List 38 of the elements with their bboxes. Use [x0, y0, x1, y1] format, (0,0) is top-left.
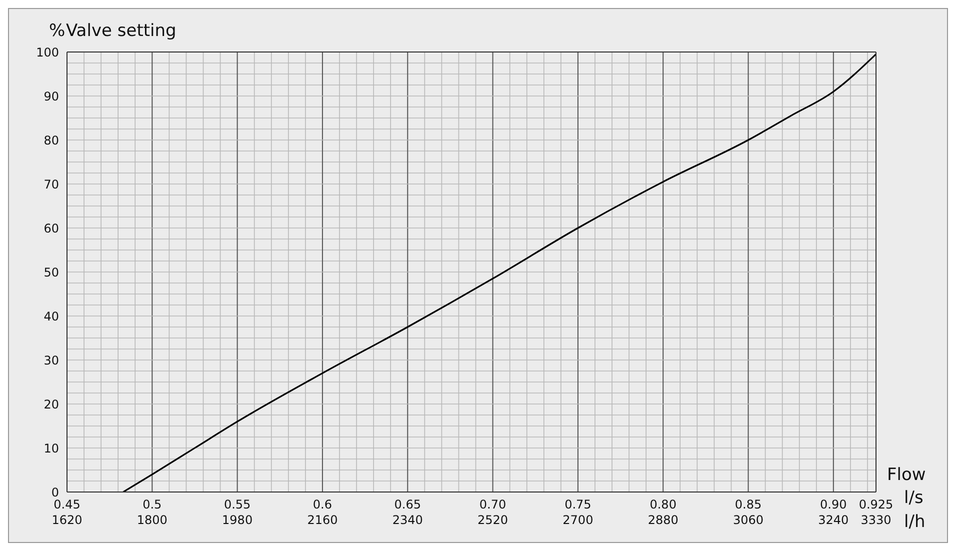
- x-tick-label: 0.70: [479, 498, 506, 512]
- x2-tick-label: 1800: [136, 513, 168, 527]
- y-tick-label: 50: [44, 265, 59, 280]
- x-tick-label: 0.85: [734, 498, 762, 512]
- x2-tick-label: 1620: [52, 513, 82, 527]
- x-tick-label: 0.75: [564, 498, 592, 512]
- x2-tick-label: 2520: [478, 513, 508, 527]
- y-tick-label: 40: [44, 309, 59, 324]
- y-tick-label: 10: [44, 441, 59, 456]
- y-tick-label: 0: [51, 485, 59, 500]
- x2-tick-label: 3330: [860, 513, 892, 527]
- y-tick-label: 30: [44, 353, 59, 368]
- x2-tick-label: 2880: [648, 513, 678, 527]
- x2-tick-label: 2700: [562, 513, 594, 527]
- y-tick-label: 80: [44, 133, 59, 148]
- y-tick-label: 70: [44, 177, 59, 192]
- x-tick-label: 0.55: [224, 498, 251, 512]
- chart-title: Valve setting: [66, 21, 176, 41]
- x2-tick-label: 3060: [732, 513, 764, 527]
- x-tick-label: 0.90: [820, 498, 847, 512]
- text: Flow: [887, 465, 926, 485]
- x2-tick-label: 2340: [392, 513, 423, 527]
- y-axis-title: %: [49, 21, 66, 41]
- x2-tick-label: 2160: [307, 513, 338, 527]
- y-tick-label: 20: [44, 397, 59, 412]
- x2-tick-label: 3240: [818, 513, 849, 527]
- x-tick-label: 0.80: [650, 498, 676, 512]
- y-tick-label: 100: [36, 45, 59, 60]
- x2-axis-title: l/h: [904, 512, 926, 532]
- x-tick-label: 0.925: [858, 498, 894, 512]
- x-tick-label: 0.45: [54, 498, 80, 512]
- x-axis-title: l/s: [904, 488, 924, 508]
- y-tick-label: 60: [44, 221, 59, 236]
- x-tick-label: 0.65: [394, 498, 421, 512]
- x-tick-label: 0.5: [142, 498, 162, 512]
- x2-tick-label: 1980: [222, 513, 253, 527]
- y-tick-label: 90: [44, 89, 59, 104]
- x-tick-label: 0.6: [312, 498, 332, 512]
